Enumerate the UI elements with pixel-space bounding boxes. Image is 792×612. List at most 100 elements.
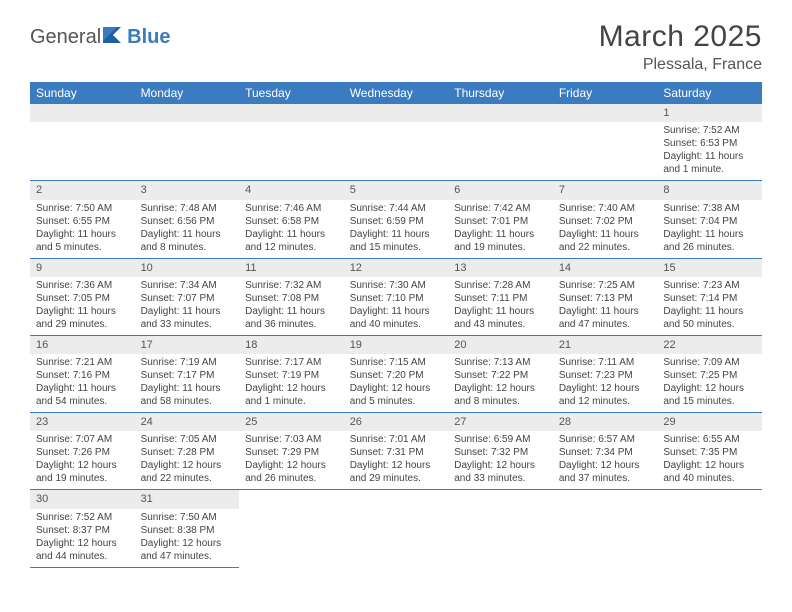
sunrise-text: Sunrise: 7:09 AM (663, 356, 756, 369)
day-number: 25 (239, 413, 344, 431)
sunrise-text: Sunrise: 7:52 AM (36, 511, 129, 524)
weekday-header: Friday (553, 82, 658, 104)
day-details: Sunrise: 7:44 AMSunset: 6:59 PMDaylight:… (344, 200, 449, 258)
day-number: 7 (553, 181, 658, 199)
sunset-text: Sunset: 7:04 PM (663, 215, 756, 228)
calendar-cell: 3Sunrise: 7:48 AMSunset: 6:56 PMDaylight… (135, 181, 240, 258)
calendar-row: 30 Sunrise: 7:52 AMSunset: 8:37 PM Dayligh… (30, 490, 762, 567)
day-number: 26 (344, 413, 449, 431)
sunset-text: Sunset: 7:26 PM (36, 446, 129, 459)
daylight-text: Daylight: 11 hours and 43 minutes. (454, 305, 547, 331)
day-number: 23 (30, 413, 135, 431)
page-title: March 2025 (599, 20, 762, 54)
day-details: Sunrise: 6:59 AMSunset: 7:32 PMDaylight:… (448, 431, 553, 489)
weekday-header: Sunday (30, 82, 135, 104)
sunset-text: Sunset: 7:29 PM (245, 446, 338, 459)
calendar-cell (448, 490, 553, 567)
calendar-cell: 1Sunrise: 7:52 AMSunset: 6:53 PMDaylight… (657, 104, 762, 181)
sunset-text: Sunset: 6:56 PM (141, 215, 234, 228)
daylight-text: Daylight: 11 hours and 58 minutes. (141, 382, 234, 408)
calendar-cell: 17Sunrise: 7:19 AMSunset: 7:17 PMDayligh… (135, 335, 240, 412)
day-details: Sunrise: 7:48 AMSunset: 6:56 PMDaylight:… (135, 200, 240, 258)
day-details: Sunrise: 7:38 AMSunset: 7:04 PMDaylight:… (657, 200, 762, 258)
sunrise-text: Sunrise: 7:34 AM (141, 279, 234, 292)
sunset-text: Sunset: 7:14 PM (663, 292, 756, 305)
daylight-text: Daylight: 11 hours and 47 minutes. (559, 305, 652, 331)
sunrise-text: Sunrise: 7:15 AM (350, 356, 443, 369)
calendar-cell: 26Sunrise: 7:01 AMSunset: 7:31 PMDayligh… (344, 413, 449, 490)
sunrise-text: Sunrise: 7:01 AM (350, 433, 443, 446)
blank-day-strip (448, 104, 553, 122)
sunset-text: Sunset: 7:13 PM (559, 292, 652, 305)
calendar-cell: 2Sunrise: 7:50 AMSunset: 6:55 PMDaylight… (30, 181, 135, 258)
daylight-text: Daylight: 12 hours and 1 minute. (245, 382, 338, 408)
day-details: Sunrise: 7:36 AMSunset: 7:05 PMDaylight:… (30, 277, 135, 335)
sunset-text: Sunset: 6:58 PM (245, 215, 338, 228)
calendar-cell: 18Sunrise: 7:17 AMSunset: 7:19 PMDayligh… (239, 335, 344, 412)
daylight-text: Daylight: 12 hours and 29 minutes. (350, 459, 443, 485)
day-number: 30 (30, 490, 135, 508)
sunset-text: Sunset: 7:01 PM (454, 215, 547, 228)
calendar-page: General Blue March 2025 Plessala, France… (0, 0, 792, 588)
calendar-cell: 20Sunrise: 7:13 AMSunset: 7:22 PMDayligh… (448, 335, 553, 412)
calendar-cell: 14Sunrise: 7:25 AMSunset: 7:13 PMDayligh… (553, 258, 658, 335)
day-details: Sunrise: 7:07 AMSunset: 7:26 PMDaylight:… (30, 431, 135, 489)
sunrise-text: Sunrise: 7:48 AM (141, 202, 234, 215)
daylight-text: Daylight: 12 hours and 19 minutes. (36, 459, 129, 485)
day-number: 6 (448, 181, 553, 199)
day-number: 5 (344, 181, 449, 199)
calendar-cell: 8Sunrise: 7:38 AMSunset: 7:04 PMDaylight… (657, 181, 762, 258)
calendar-cell: 21Sunrise: 7:11 AMSunset: 7:23 PMDayligh… (553, 335, 658, 412)
day-number: 16 (30, 336, 135, 354)
blank-day-strip (553, 104, 658, 122)
daylight-text: Daylight: 12 hours and 22 minutes. (141, 459, 234, 485)
calendar-cell (344, 490, 449, 567)
day-number: 9 (30, 259, 135, 277)
day-details: Sunrise: 7:11 AMSunset: 7:23 PMDaylight:… (553, 354, 658, 412)
sunrise-text: Sunrise: 7:50 AM (141, 511, 234, 524)
sunrise-text: Sunrise: 6:55 AM (663, 433, 756, 446)
day-details: Sunrise: 7:50 AMSunset: 6:55 PMDaylight:… (30, 200, 135, 258)
sunrise-text: Sunrise: 7:21 AM (36, 356, 129, 369)
daylight-text: Daylight: 11 hours and 50 minutes. (663, 305, 756, 331)
daylight-text: Daylight: 12 hours and 5 minutes. (350, 382, 443, 408)
daylight-text: Daylight: 11 hours and 15 minutes. (350, 228, 443, 254)
day-number: 21 (553, 336, 658, 354)
daylight-text: Daylight: 12 hours and 8 minutes. (454, 382, 547, 408)
daylight-text: Daylight: 11 hours and 12 minutes. (245, 228, 338, 254)
calendar-cell (553, 490, 658, 567)
daylight-text: Daylight: 12 hours and 37 minutes. (559, 459, 652, 485)
sunset-text: Sunset: 7:34 PM (559, 446, 652, 459)
day-details: Sunrise: 7:09 AMSunset: 7:25 PMDaylight:… (657, 354, 762, 412)
sunset-text: Sunset: 6:53 PM (663, 137, 756, 150)
day-number: 2 (30, 181, 135, 199)
calendar-row: 23Sunrise: 7:07 AMSunset: 7:26 PMDayligh… (30, 413, 762, 490)
calendar-cell: 6Sunrise: 7:42 AMSunset: 7:01 PMDaylight… (448, 181, 553, 258)
sunrise-text: Sunrise: 6:57 AM (559, 433, 652, 446)
day-details: Sunrise: 7:52 AMSunset: 6:53 PMDaylight:… (657, 122, 762, 180)
blank-day-strip (239, 104, 344, 122)
sunset-text: Sunset: 6:55 PM (36, 215, 129, 228)
calendar-cell: 29Sunrise: 6:55 AMSunset: 7:35 PMDayligh… (657, 413, 762, 490)
calendar-cell (553, 104, 658, 181)
sunset-text: Sunset: 7:35 PM (663, 446, 756, 459)
daylight-text: Daylight: 12 hours and 47 minutes. (141, 537, 234, 563)
day-details: Sunrise: 6:55 AMSunset: 7:35 PMDaylight:… (657, 431, 762, 489)
daylight-text: Daylight: 12 hours and 40 minutes. (663, 459, 756, 485)
sunset-text: Sunset: 8:37 PM (36, 524, 129, 537)
calendar-cell: 7Sunrise: 7:40 AMSunset: 7:02 PMDaylight… (553, 181, 658, 258)
calendar-cell: 13Sunrise: 7:28 AMSunset: 7:11 PMDayligh… (448, 258, 553, 335)
calendar-cell (448, 104, 553, 181)
daylight-text: Daylight: 12 hours and 26 minutes. (245, 459, 338, 485)
calendar-cell: 22Sunrise: 7:09 AMSunset: 7:25 PMDayligh… (657, 335, 762, 412)
day-details: Sunrise: 7:25 AMSunset: 7:13 PMDaylight:… (553, 277, 658, 335)
sunrise-text: Sunrise: 7:50 AM (36, 202, 129, 215)
calendar-cell: 31Sunrise: 7:50 AMSunset: 8:38 PMDayligh… (135, 490, 240, 567)
sunrise-text: Sunrise: 7:19 AM (141, 356, 234, 369)
daylight-text: Daylight: 12 hours and 12 minutes. (559, 382, 652, 408)
day-number: 13 (448, 259, 553, 277)
day-details: Sunrise: 7:19 AMSunset: 7:17 PMDaylight:… (135, 354, 240, 412)
sunset-text: Sunset: 7:05 PM (36, 292, 129, 305)
day-number: 4 (239, 181, 344, 199)
day-number: 3 (135, 181, 240, 199)
